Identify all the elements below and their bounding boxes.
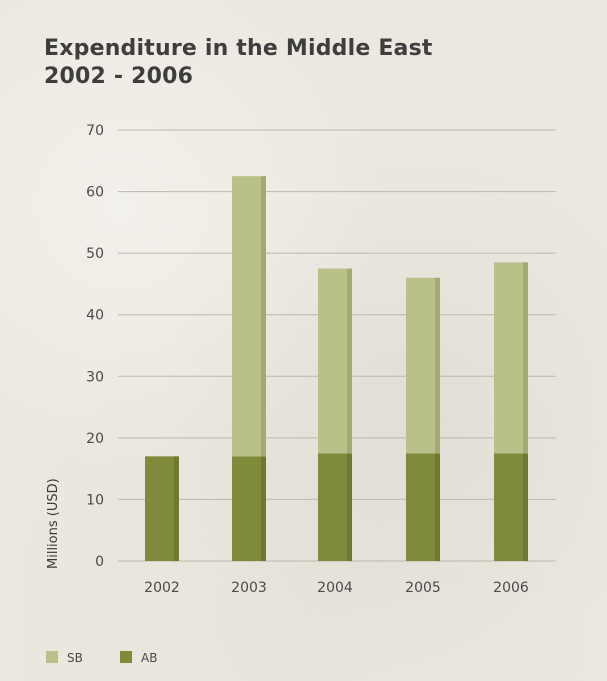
bar-sb-2005 bbox=[406, 277, 440, 454]
bar-shade-sb-2004 bbox=[347, 268, 352, 454]
y-tick-label: 30 bbox=[86, 369, 104, 385]
legend-label-ab: AB bbox=[141, 651, 157, 665]
bar-sb-2006 bbox=[494, 262, 528, 454]
x-tick-label: 2005 bbox=[405, 580, 441, 596]
bars bbox=[145, 176, 528, 561]
bar-shade-ab-2003 bbox=[261, 456, 266, 561]
bar-ab-2004 bbox=[318, 453, 352, 561]
bar-shade-ab-2006 bbox=[523, 453, 528, 561]
legend-swatch-ab bbox=[120, 651, 132, 663]
bar-ab-2005 bbox=[406, 453, 440, 561]
y-tick-label: 70 bbox=[86, 123, 104, 139]
bar-ab-2002 bbox=[145, 456, 179, 561]
bar-shade-sb-2003 bbox=[261, 176, 266, 457]
bar-sb-2003 bbox=[232, 176, 266, 457]
y-axis-ticks: 0 10 20 30 40 50 60 70 bbox=[86, 123, 104, 570]
legend-swatch-sb bbox=[46, 651, 58, 663]
bar-sb-2004 bbox=[318, 268, 352, 454]
bar-ab-2003 bbox=[232, 456, 266, 561]
bar-ab-2006 bbox=[494, 453, 528, 561]
bar-shade-ab-2005 bbox=[435, 453, 440, 561]
bar-shade-ab-2004 bbox=[347, 453, 352, 561]
x-axis-ticks: 2002 2003 2004 2005 2006 bbox=[144, 580, 529, 596]
bar-shade-ab-2002 bbox=[174, 456, 179, 561]
chart-title: Expenditure in the Middle East bbox=[44, 36, 433, 61]
x-tick-label: 2003 bbox=[231, 580, 267, 596]
y-tick-label: 0 bbox=[95, 554, 104, 570]
y-tick-label: 40 bbox=[86, 308, 104, 324]
y-tick-label: 50 bbox=[86, 246, 104, 262]
chart-subtitle: 2002 - 2006 bbox=[44, 64, 194, 89]
x-tick-label: 2006 bbox=[493, 580, 529, 596]
legend-label-sb: SB bbox=[67, 651, 83, 665]
legend: SB AB bbox=[46, 651, 157, 665]
y-tick-label: 20 bbox=[86, 431, 104, 447]
x-tick-label: 2004 bbox=[317, 580, 353, 596]
y-axis-label: Millions (USD) bbox=[46, 478, 61, 569]
y-tick-label: 10 bbox=[86, 492, 104, 508]
bar-shade-sb-2006 bbox=[523, 262, 528, 454]
bar-shade-sb-2005 bbox=[435, 277, 440, 454]
y-tick-label: 60 bbox=[86, 185, 104, 201]
x-tick-label: 2002 bbox=[144, 580, 180, 596]
